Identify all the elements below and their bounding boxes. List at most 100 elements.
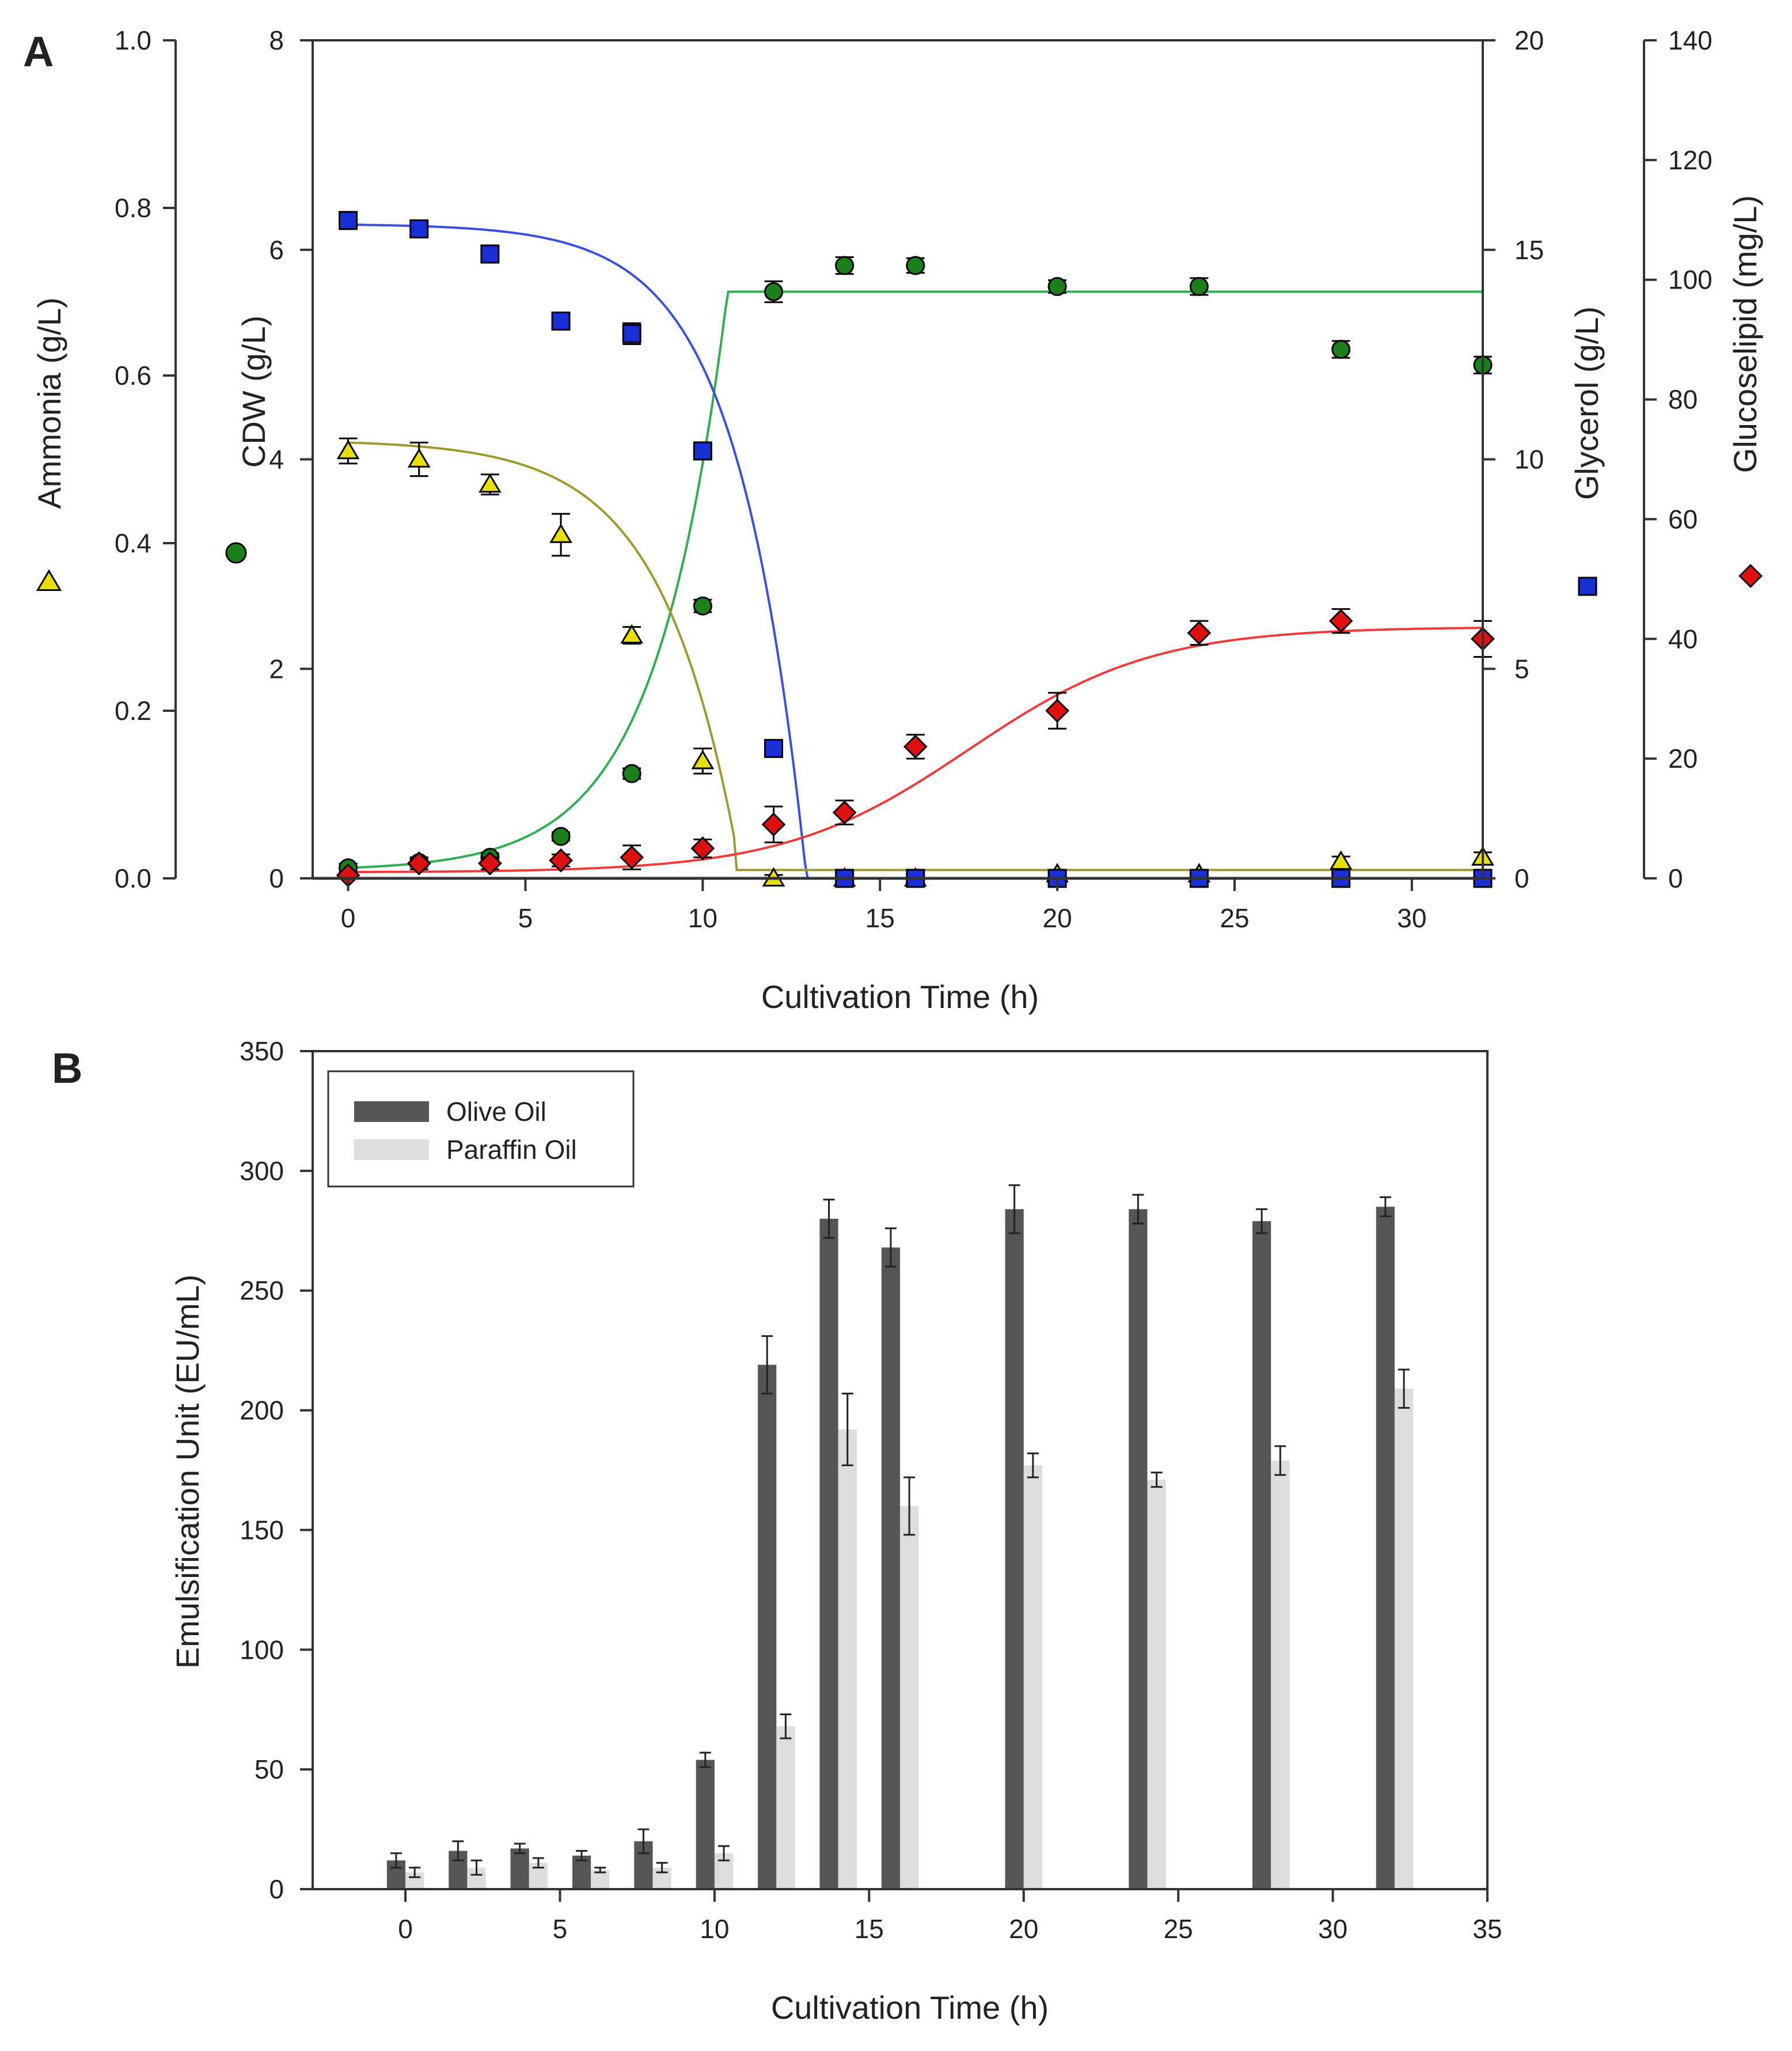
glucoselipid-tick-label: 0	[1668, 863, 1683, 893]
cdw-point	[764, 282, 783, 301]
x-tick-label-a: 0	[341, 903, 356, 933]
cdw-fit-curve	[348, 290, 1483, 869]
ammonia-point	[691, 749, 715, 769]
cdw-point	[551, 827, 571, 846]
x-tick-label-a: 25	[1220, 903, 1249, 933]
cdw-point	[693, 596, 712, 616]
ammonia-tick-label: 1.0	[115, 25, 151, 55]
panel-label-b: B	[52, 1044, 82, 1092]
y-tick-label-b: 200	[240, 1396, 284, 1426]
ammonia-point	[407, 448, 431, 468]
glucoselipid-fit-curve	[348, 627, 1483, 874]
paraffin-oil-bar	[776, 1726, 795, 1889]
bars	[386, 1184, 1414, 1889]
y-axis-title-b: Emulsification Unit (EU/mL)	[169, 1275, 206, 1669]
glucoselipid-point	[761, 812, 786, 837]
cdw-point	[1047, 276, 1067, 296]
ammonia-point	[1329, 850, 1353, 870]
legend-label-olive-oil: Olive Oil	[446, 1097, 546, 1127]
glucoselipid-point	[549, 848, 573, 873]
ammonia-point	[336, 439, 360, 460]
glucoselipid-point	[407, 851, 431, 875]
cdw-point	[622, 764, 641, 783]
glycerol-tick-label: 20	[1514, 25, 1544, 55]
cdw-point	[1189, 276, 1209, 296]
glucoselipid-point	[620, 845, 644, 870]
data-points	[336, 211, 1495, 888]
x-axis-title-a: Cultivation Time (h)	[761, 979, 1039, 1015]
glycerol-point	[339, 211, 358, 230]
ammonia-fit-curve	[348, 441, 1483, 871]
x-tick-label-b: 5	[553, 1914, 568, 1944]
glycerol-legend-marker	[1578, 577, 1597, 596]
paraffin-oil-bar	[1147, 1480, 1166, 1889]
glycerol-axis-title: Glycerol (g/L)	[1569, 306, 1605, 500]
glucoselipid-point	[690, 836, 715, 860]
cdw-tick-label: 4	[269, 445, 284, 475]
cdw-tick-label: 8	[269, 25, 284, 55]
x-tick-label-a: 15	[865, 903, 895, 933]
glycerol-point	[622, 324, 641, 343]
plot-frame-b	[312, 1050, 1489, 1890]
y-tick-label-b: 350	[240, 1036, 284, 1066]
cdw-axis-title: CDW (g/L)	[236, 316, 272, 468]
paraffin-oil-bar	[1394, 1389, 1414, 1889]
glucoselipid-legend-marker	[1738, 564, 1763, 588]
glucoselipid-tick-label: 140	[1668, 25, 1713, 55]
glycerol-point	[409, 219, 429, 238]
x-axis-title-b: Cultivation Time (h)	[771, 1989, 1049, 2026]
glycerol-point	[480, 244, 500, 264]
paraffin-oil-bar	[1271, 1460, 1290, 1889]
glycerol-point	[764, 738, 783, 758]
olive-oil-bar	[1376, 1207, 1395, 1889]
ammonia-legend-marker	[36, 569, 62, 591]
glucoselipid-tick-label: 60	[1668, 504, 1698, 534]
olive-oil-bar	[696, 1760, 715, 1889]
x-tick-label-b: 20	[1009, 1914, 1038, 1944]
y-tick-label-b: 300	[240, 1156, 284, 1186]
ammonia-tick-label: 0.8	[115, 193, 151, 223]
x-tick-label-b: 10	[700, 1914, 729, 1944]
glucoselipid-tick-label: 80	[1668, 385, 1698, 415]
cdw-point	[1331, 340, 1351, 359]
glucoselipid-axis-title: Glucoselipid (mg/L)	[1727, 195, 1763, 473]
legend: Olive Oil Paraffin Oil	[327, 1070, 635, 1188]
olive-oil-bar	[881, 1247, 900, 1889]
cdw-point	[835, 256, 855, 275]
cdw-legend-marker	[225, 542, 247, 564]
x-tick-label-b: 25	[1164, 1914, 1193, 1944]
glucoselipid-point	[1187, 621, 1212, 645]
ammonia-point	[620, 624, 644, 644]
ammonia-point	[549, 523, 572, 543]
olive-oil-bar	[510, 1848, 529, 1889]
glycerol-point	[551, 311, 571, 331]
x-tick-label-b: 35	[1472, 1914, 1502, 1944]
legend-box	[327, 1070, 635, 1188]
plot-frame-a	[312, 39, 1484, 879]
glycerol-point	[693, 441, 712, 461]
glycerol-tick-label: 15	[1514, 235, 1544, 265]
paraffin-oil-bar	[838, 1429, 857, 1889]
panel-label-a: A	[23, 28, 54, 75]
glucoselipid-point	[832, 800, 857, 825]
x-tick-label-a: 20	[1043, 903, 1072, 933]
y-tick-label-b: 150	[240, 1515, 284, 1545]
glycerol-tick-label: 5	[1514, 654, 1529, 684]
glycerol-tick-label: 10	[1514, 445, 1544, 475]
legend-swatch-paraffin-oil	[354, 1139, 429, 1160]
cdw-point	[906, 256, 925, 275]
glucoselipid-point	[1328, 609, 1353, 633]
ammonia-axis-title: Ammonia (g/L)	[31, 297, 67, 509]
ammonia-tick-label: 0.6	[115, 361, 151, 391]
olive-oil-bar	[1005, 1209, 1024, 1889]
glucoselipid-point	[478, 851, 502, 875]
y-tick-label-b: 50	[255, 1754, 284, 1784]
olive-oil-bar	[1252, 1221, 1271, 1889]
glycerol-fit-curve	[348, 223, 1483, 879]
panel-a-axes: 0 5 10 15 20 25 300.00.20.40.60.81.00246805101…	[36, 25, 1763, 933]
olive-oil-bar	[819, 1219, 838, 1889]
cdw-tick-label: 0	[269, 863, 284, 893]
legend-swatch-olive-oil	[354, 1101, 429, 1122]
